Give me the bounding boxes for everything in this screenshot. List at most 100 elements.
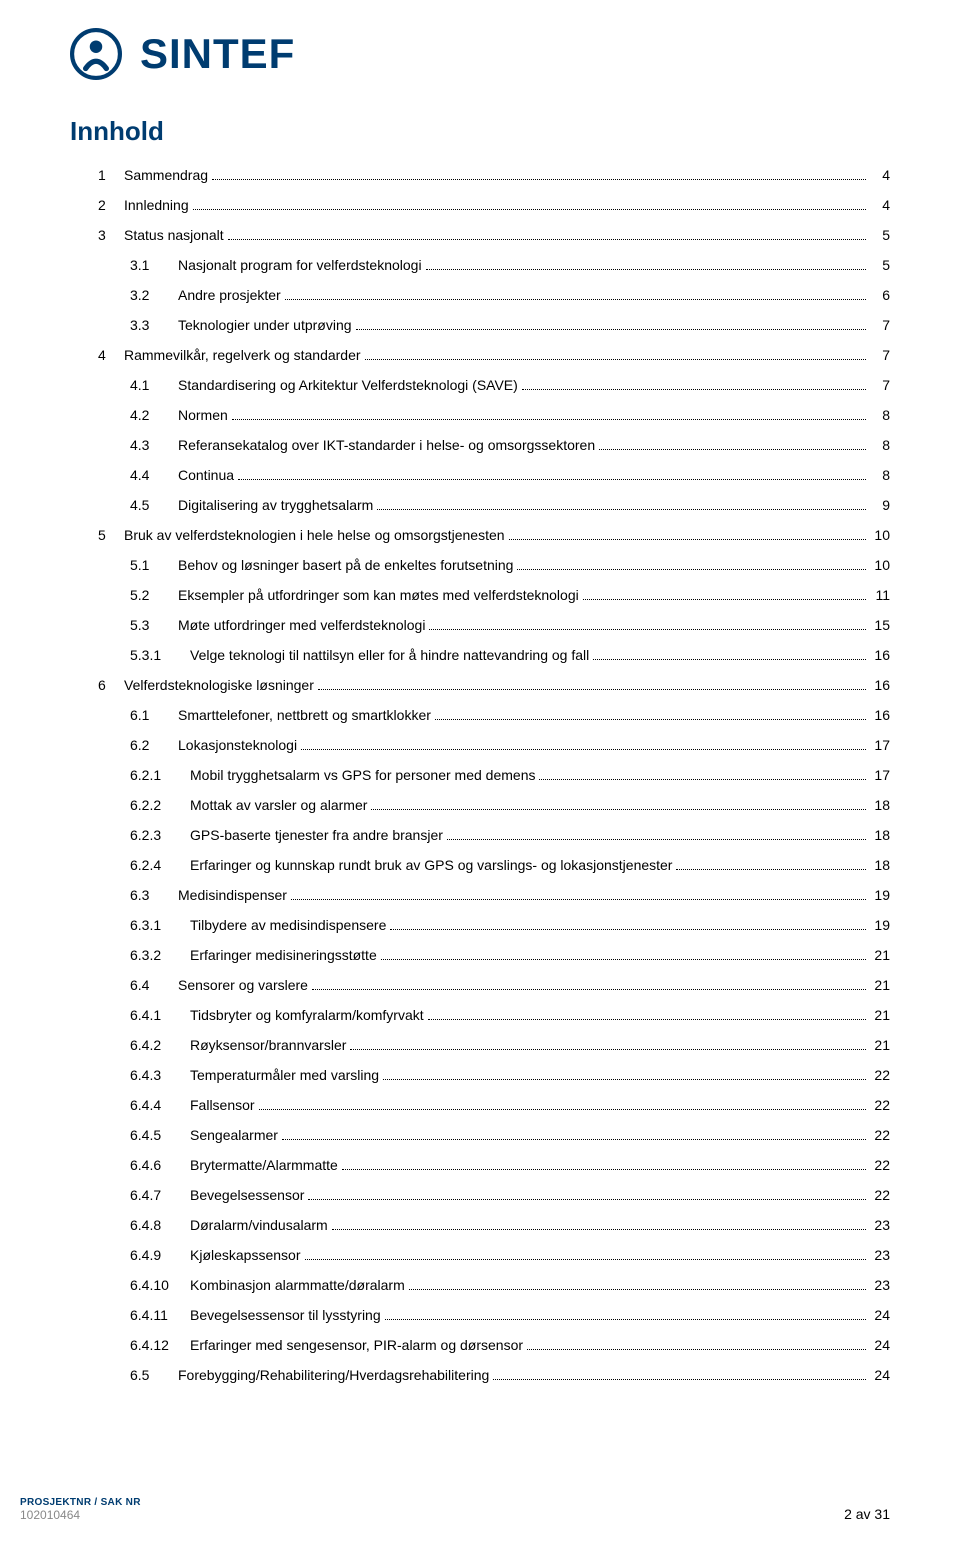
toc-number: 6.2.1 [130,767,182,783]
toc-page-number: 8 [870,437,890,453]
toc-row: 2Innledning4 [98,197,890,213]
toc-page-number: 21 [870,977,890,993]
toc-number: 6.1 [130,707,170,723]
toc-leader-dots [350,1049,866,1050]
toc-label: Velferdsteknologiske løsninger [124,677,314,693]
toc-leader-dots [193,209,866,210]
toc-leader-dots [447,839,866,840]
toc-row: 4.4Continua8 [98,467,890,483]
toc-number: 1 [98,167,116,183]
toc-row: 5.3Møte utfordringer med velferdsteknolo… [98,617,890,633]
toc-label: Nasjonalt program for velferdsteknologi [178,257,422,273]
toc-row: 6.4.5Sengealarmer22 [98,1127,890,1143]
toc-page-number: 4 [870,197,890,213]
toc-number: 6 [98,677,116,693]
toc-row: 6.5Forebygging/Rehabilitering/Hverdagsre… [98,1367,890,1383]
toc-label: Bevegelsessensor [190,1187,304,1203]
toc-leader-dots [342,1169,866,1170]
toc-leader-dots [509,539,866,540]
toc-number: 6.4 [130,977,170,993]
toc-number: 6.3 [130,887,170,903]
toc-number: 5.1 [130,557,170,573]
toc-page-number: 19 [870,887,890,903]
toc-label: Continua [178,467,234,483]
toc-leader-dots [377,509,866,510]
toc-leader-dots [429,629,866,630]
toc-number: 5.3.1 [130,647,182,663]
toc-leader-dots [599,449,866,450]
toc-row: 6.4.6Brytermatte/Alarmmatte22 [98,1157,890,1173]
toc-label: Standardisering og Arkitektur Velferdste… [178,377,518,393]
toc-leader-dots [301,749,866,750]
toc-row: 6.4.4Fallsensor22 [98,1097,890,1113]
toc-page-number: 23 [870,1277,890,1293]
toc-row: 6.4.10 Kombinasjon alarmmatte/døralarm 23 [98,1277,890,1293]
toc-label: Tilbydere av medisindispensere [190,917,386,933]
toc-row: 6.3.1Tilbydere av medisindispensere19 [98,917,890,933]
toc-leader-dots [291,899,866,900]
toc-row: 3.2Andre prosjekter6 [98,287,890,303]
page-footer: PROSJEKTNR / SAK NR 102010464 2 av 31 [20,1497,890,1522]
toc-number: 6.4.10 [130,1277,182,1293]
toc-page-number: 7 [870,317,890,333]
toc-leader-dots [381,959,866,960]
toc-row: 6.3Medisindispenser19 [98,887,890,903]
toc-row: 4.5Digitalisering av trygghetsalarm9 [98,497,890,513]
toc-number: 6.4.2 [130,1037,182,1053]
toc-label: Velge teknologi til nattilsyn eller for … [190,647,589,663]
toc-number: 6.4.5 [130,1127,182,1143]
toc-leader-dots [428,1019,866,1020]
toc-number: 4 [98,347,116,363]
toc-page-number: 11 [870,587,890,603]
toc-leader-dots [232,419,866,420]
toc-page-number: 24 [870,1367,890,1383]
toc-row: 6.2Lokasjonsteknologi17 [98,737,890,753]
toc-row: 5.2 Eksempler på utfordringer som kan møt… [98,587,890,603]
toc-row: 6.4.3Temperaturmåler med varsling22 [98,1067,890,1083]
toc-page-number: 22 [870,1067,890,1083]
toc-number: 5.3 [130,617,170,633]
footer-project: PROSJEKTNR / SAK NR 102010464 [20,1497,141,1522]
toc-page-number: 8 [870,407,890,423]
toc-leader-dots [356,329,866,330]
toc-leader-dots [305,1259,867,1260]
toc-row: 6.4.9Kjøleskapssensor23 [98,1247,890,1263]
toc-number: 6.2 [130,737,170,753]
toc-page-number: 24 [870,1307,890,1323]
toc-number: 5.2 [130,587,170,603]
toc-label: Status nasjonalt [124,227,224,243]
toc-label: Lokasjonsteknologi [178,737,297,753]
toc-row: 3.1Nasjonalt program for velferdsteknolo… [98,257,890,273]
toc-page-number: 18 [870,827,890,843]
toc-leader-dots [539,779,866,780]
toc-number: 6.4.1 [130,1007,182,1023]
toc-leader-dots [212,179,866,180]
toc-number: 6.4.3 [130,1067,182,1083]
toc-row: 3Status nasjonalt5 [98,227,890,243]
toc-leader-dots [409,1289,866,1290]
toc-label: Normen [178,407,228,423]
toc-label: Mobil trygghetsalarm vs GPS for personer… [190,767,535,783]
toc-leader-dots [383,1079,866,1080]
toc-label: Behov og løsninger basert på de enkeltes… [178,557,513,573]
toc-leader-dots [228,239,866,240]
toc-page-number: 18 [870,797,890,813]
toc-page-number: 22 [870,1127,890,1143]
toc-label: Brytermatte/Alarmmatte [190,1157,338,1173]
toc-row: 4.2Normen8 [98,407,890,423]
brand-header: SINTEF [70,28,890,80]
toc-label: Eksempler på utfordringer som kan møtes … [178,587,579,603]
toc-number: 5 [98,527,116,543]
toc-page-number: 22 [870,1097,890,1113]
toc-row: 6.1Smarttelefoner, nettbrett og smartklo… [98,707,890,723]
toc-page-number: 18 [870,857,890,873]
toc-leader-dots [259,1109,866,1110]
brand-name: SINTEF [140,30,295,78]
toc-leader-dots [517,569,866,570]
toc-leader-dots [426,269,866,270]
toc-label: Erfaringer medisineringsstøtte [190,947,377,963]
toc-label: Kombinasjon alarmmatte/døralarm [190,1277,405,1293]
toc-page-number: 10 [870,527,890,543]
toc-row: 3.3Teknologier under utprøving7 [98,317,890,333]
toc-label: Erfaringer og kunnskap rundt bruk av GPS… [190,857,672,873]
